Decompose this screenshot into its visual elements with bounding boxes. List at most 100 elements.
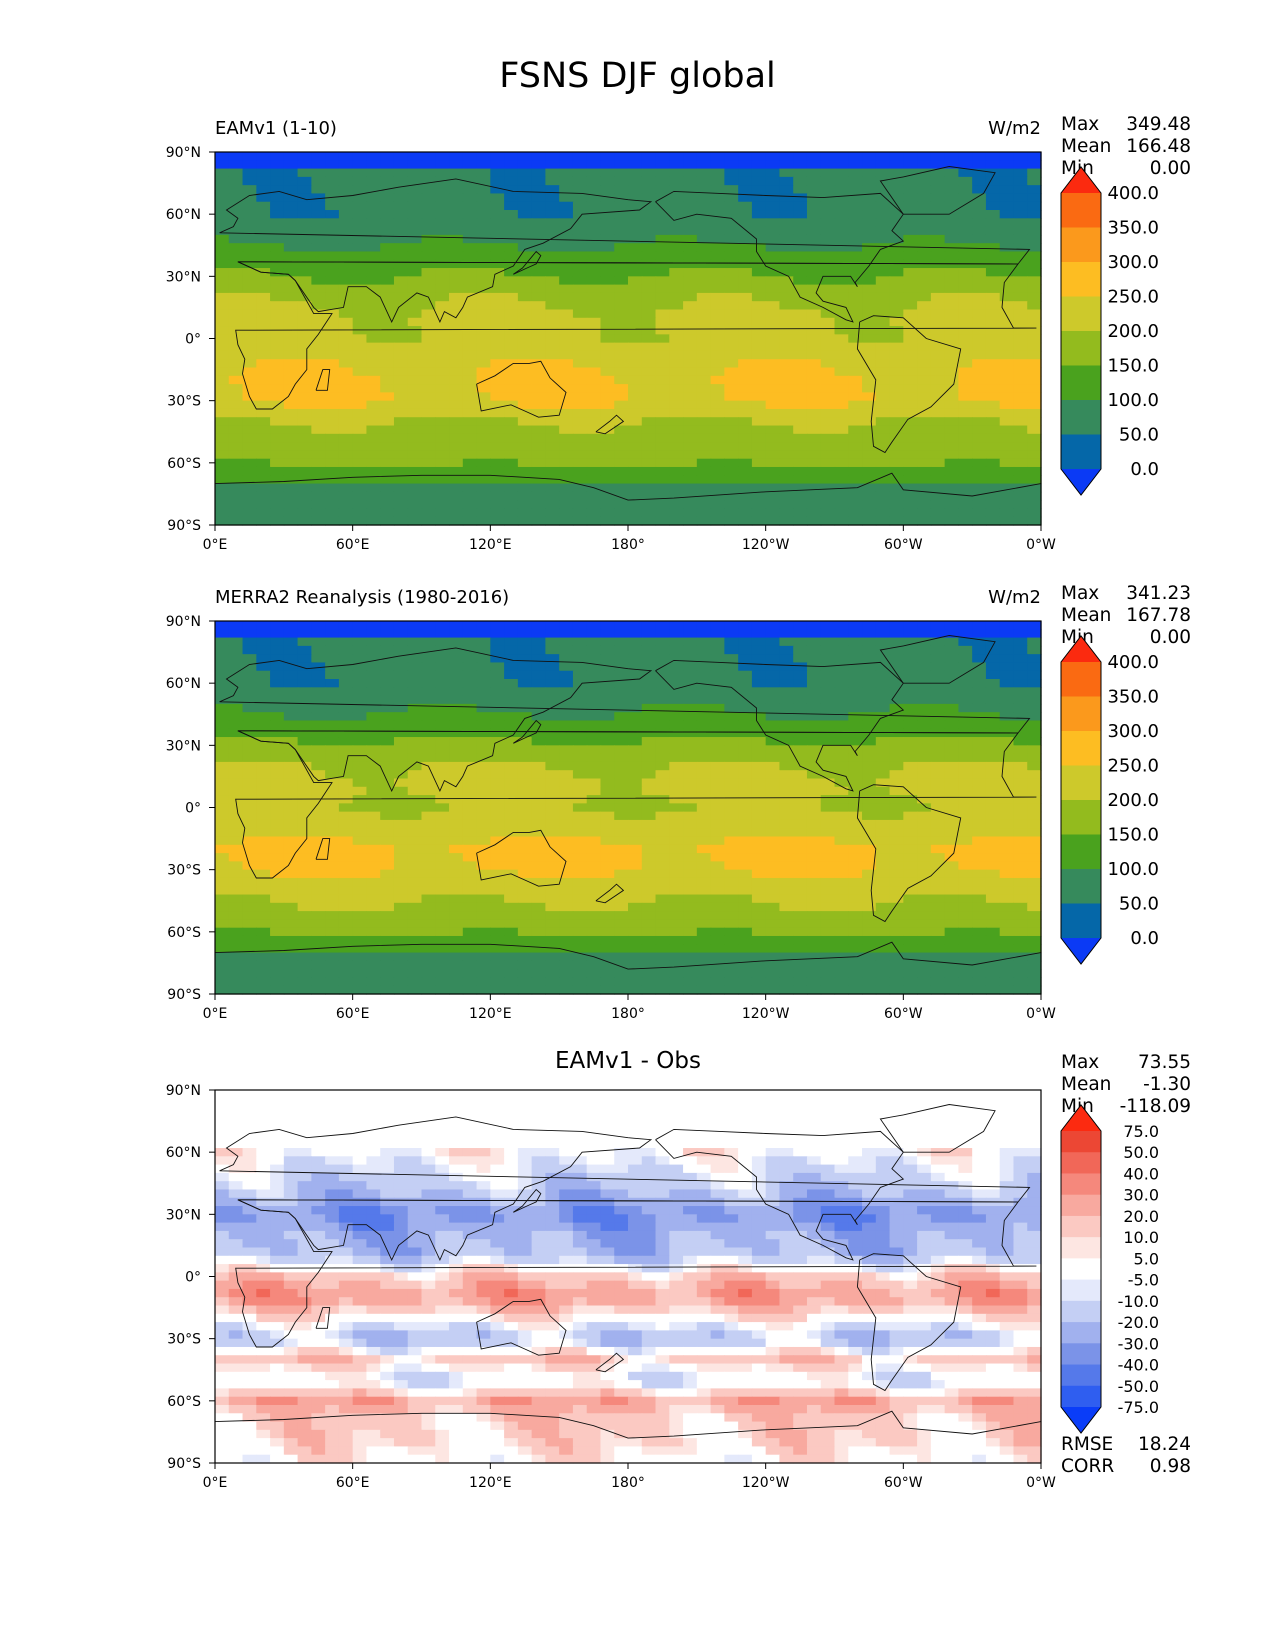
field-cell bbox=[917, 301, 932, 311]
field-cell bbox=[738, 442, 753, 451]
field-cell bbox=[242, 317, 257, 327]
field-cell bbox=[614, 334, 629, 344]
field-cell bbox=[228, 350, 244, 360]
field-cell bbox=[999, 679, 1015, 688]
field-cell bbox=[930, 654, 946, 664]
field-cell bbox=[903, 458, 918, 468]
stat-min-value: 0.00 bbox=[1149, 627, 1191, 648]
field-cell bbox=[256, 367, 271, 377]
field-cell bbox=[999, 210, 1015, 219]
field-cell bbox=[311, 737, 326, 746]
field-cell bbox=[820, 670, 836, 680]
field-cell bbox=[930, 886, 946, 896]
field-cell bbox=[862, 819, 877, 829]
field-cell bbox=[875, 350, 891, 360]
field-cell bbox=[270, 334, 285, 344]
field-cell bbox=[944, 450, 959, 460]
field-cell bbox=[641, 276, 657, 286]
field-cell bbox=[655, 679, 670, 688]
field-cell bbox=[806, 894, 822, 904]
field-cell bbox=[696, 770, 712, 780]
field-cell bbox=[999, 508, 1015, 518]
field-cell bbox=[421, 284, 436, 294]
field-cell bbox=[449, 442, 464, 451]
field-cell bbox=[256, 836, 271, 846]
field-cell bbox=[531, 276, 546, 286]
field-cell bbox=[393, 712, 409, 722]
field-cell bbox=[256, 309, 271, 319]
field-cell bbox=[449, 761, 464, 771]
field-cell bbox=[710, 367, 725, 377]
field-cell bbox=[628, 844, 643, 854]
field-cell bbox=[256, 342, 271, 352]
field-cell bbox=[724, 450, 739, 460]
field-cell bbox=[834, 350, 849, 360]
field-cell bbox=[545, 210, 560, 219]
field-cell bbox=[380, 869, 395, 879]
field-cell bbox=[683, 861, 698, 871]
field-cell bbox=[311, 168, 326, 178]
field-cell bbox=[834, 309, 849, 319]
field-cell bbox=[765, 442, 781, 451]
field-cell bbox=[311, 500, 326, 510]
field-cell bbox=[972, 720, 987, 730]
field-cell bbox=[270, 687, 285, 697]
field-cell bbox=[504, 679, 519, 688]
field-cell bbox=[283, 679, 299, 688]
field-cell bbox=[352, 869, 368, 879]
field-cell bbox=[366, 761, 381, 771]
field-cell bbox=[930, 326, 946, 335]
field-cell bbox=[696, 687, 712, 697]
field-cell bbox=[256, 259, 271, 269]
field-cell bbox=[586, 500, 602, 510]
field-cell bbox=[862, 500, 877, 510]
field-cell bbox=[751, 425, 767, 435]
field-cell bbox=[449, 508, 464, 518]
field-cell bbox=[449, 737, 464, 746]
field-cell bbox=[380, 662, 395, 672]
field-cell bbox=[628, 637, 643, 647]
field-cell bbox=[366, 811, 381, 821]
field-cell bbox=[517, 152, 533, 161]
field-cell bbox=[559, 152, 574, 161]
field-cell bbox=[862, 728, 877, 738]
field-cell bbox=[903, 243, 918, 253]
field-cell bbox=[572, 886, 588, 896]
field-cell bbox=[380, 450, 395, 460]
field-cell bbox=[490, 728, 505, 738]
field-cell bbox=[834, 795, 849, 804]
field-cell bbox=[944, 516, 959, 526]
field-cell bbox=[985, 877, 1001, 887]
field-cell bbox=[366, 417, 381, 427]
field-cell bbox=[669, 853, 684, 862]
field-cell bbox=[669, 500, 684, 510]
field-cell bbox=[380, 786, 395, 796]
field-cell bbox=[311, 292, 326, 302]
field-cell bbox=[338, 152, 354, 161]
field-cell bbox=[972, 894, 987, 904]
field-cell bbox=[297, 284, 312, 294]
field-cell bbox=[834, 500, 849, 510]
field-cell bbox=[449, 342, 464, 352]
field-cell bbox=[724, 342, 739, 352]
field-cell bbox=[297, 408, 312, 418]
field-cell bbox=[903, 703, 918, 713]
field-cell bbox=[476, 417, 491, 427]
field-cell bbox=[270, 417, 285, 427]
field-cell bbox=[669, 869, 684, 879]
field-cell bbox=[338, 384, 354, 393]
field-cell bbox=[338, 251, 354, 261]
field-cell bbox=[862, 193, 877, 203]
field-cell bbox=[435, 621, 450, 630]
field-cell bbox=[724, 259, 739, 269]
field-cell bbox=[393, 500, 409, 510]
field-cell bbox=[242, 869, 257, 879]
field-cell bbox=[710, 728, 725, 738]
field-cell bbox=[1013, 483, 1028, 493]
field-cell bbox=[1027, 737, 1042, 746]
field-cell bbox=[628, 761, 643, 771]
field-cell bbox=[1013, 500, 1028, 510]
field-cell bbox=[242, 160, 257, 170]
field-cell bbox=[985, 276, 1001, 286]
field-cell bbox=[366, 375, 381, 385]
